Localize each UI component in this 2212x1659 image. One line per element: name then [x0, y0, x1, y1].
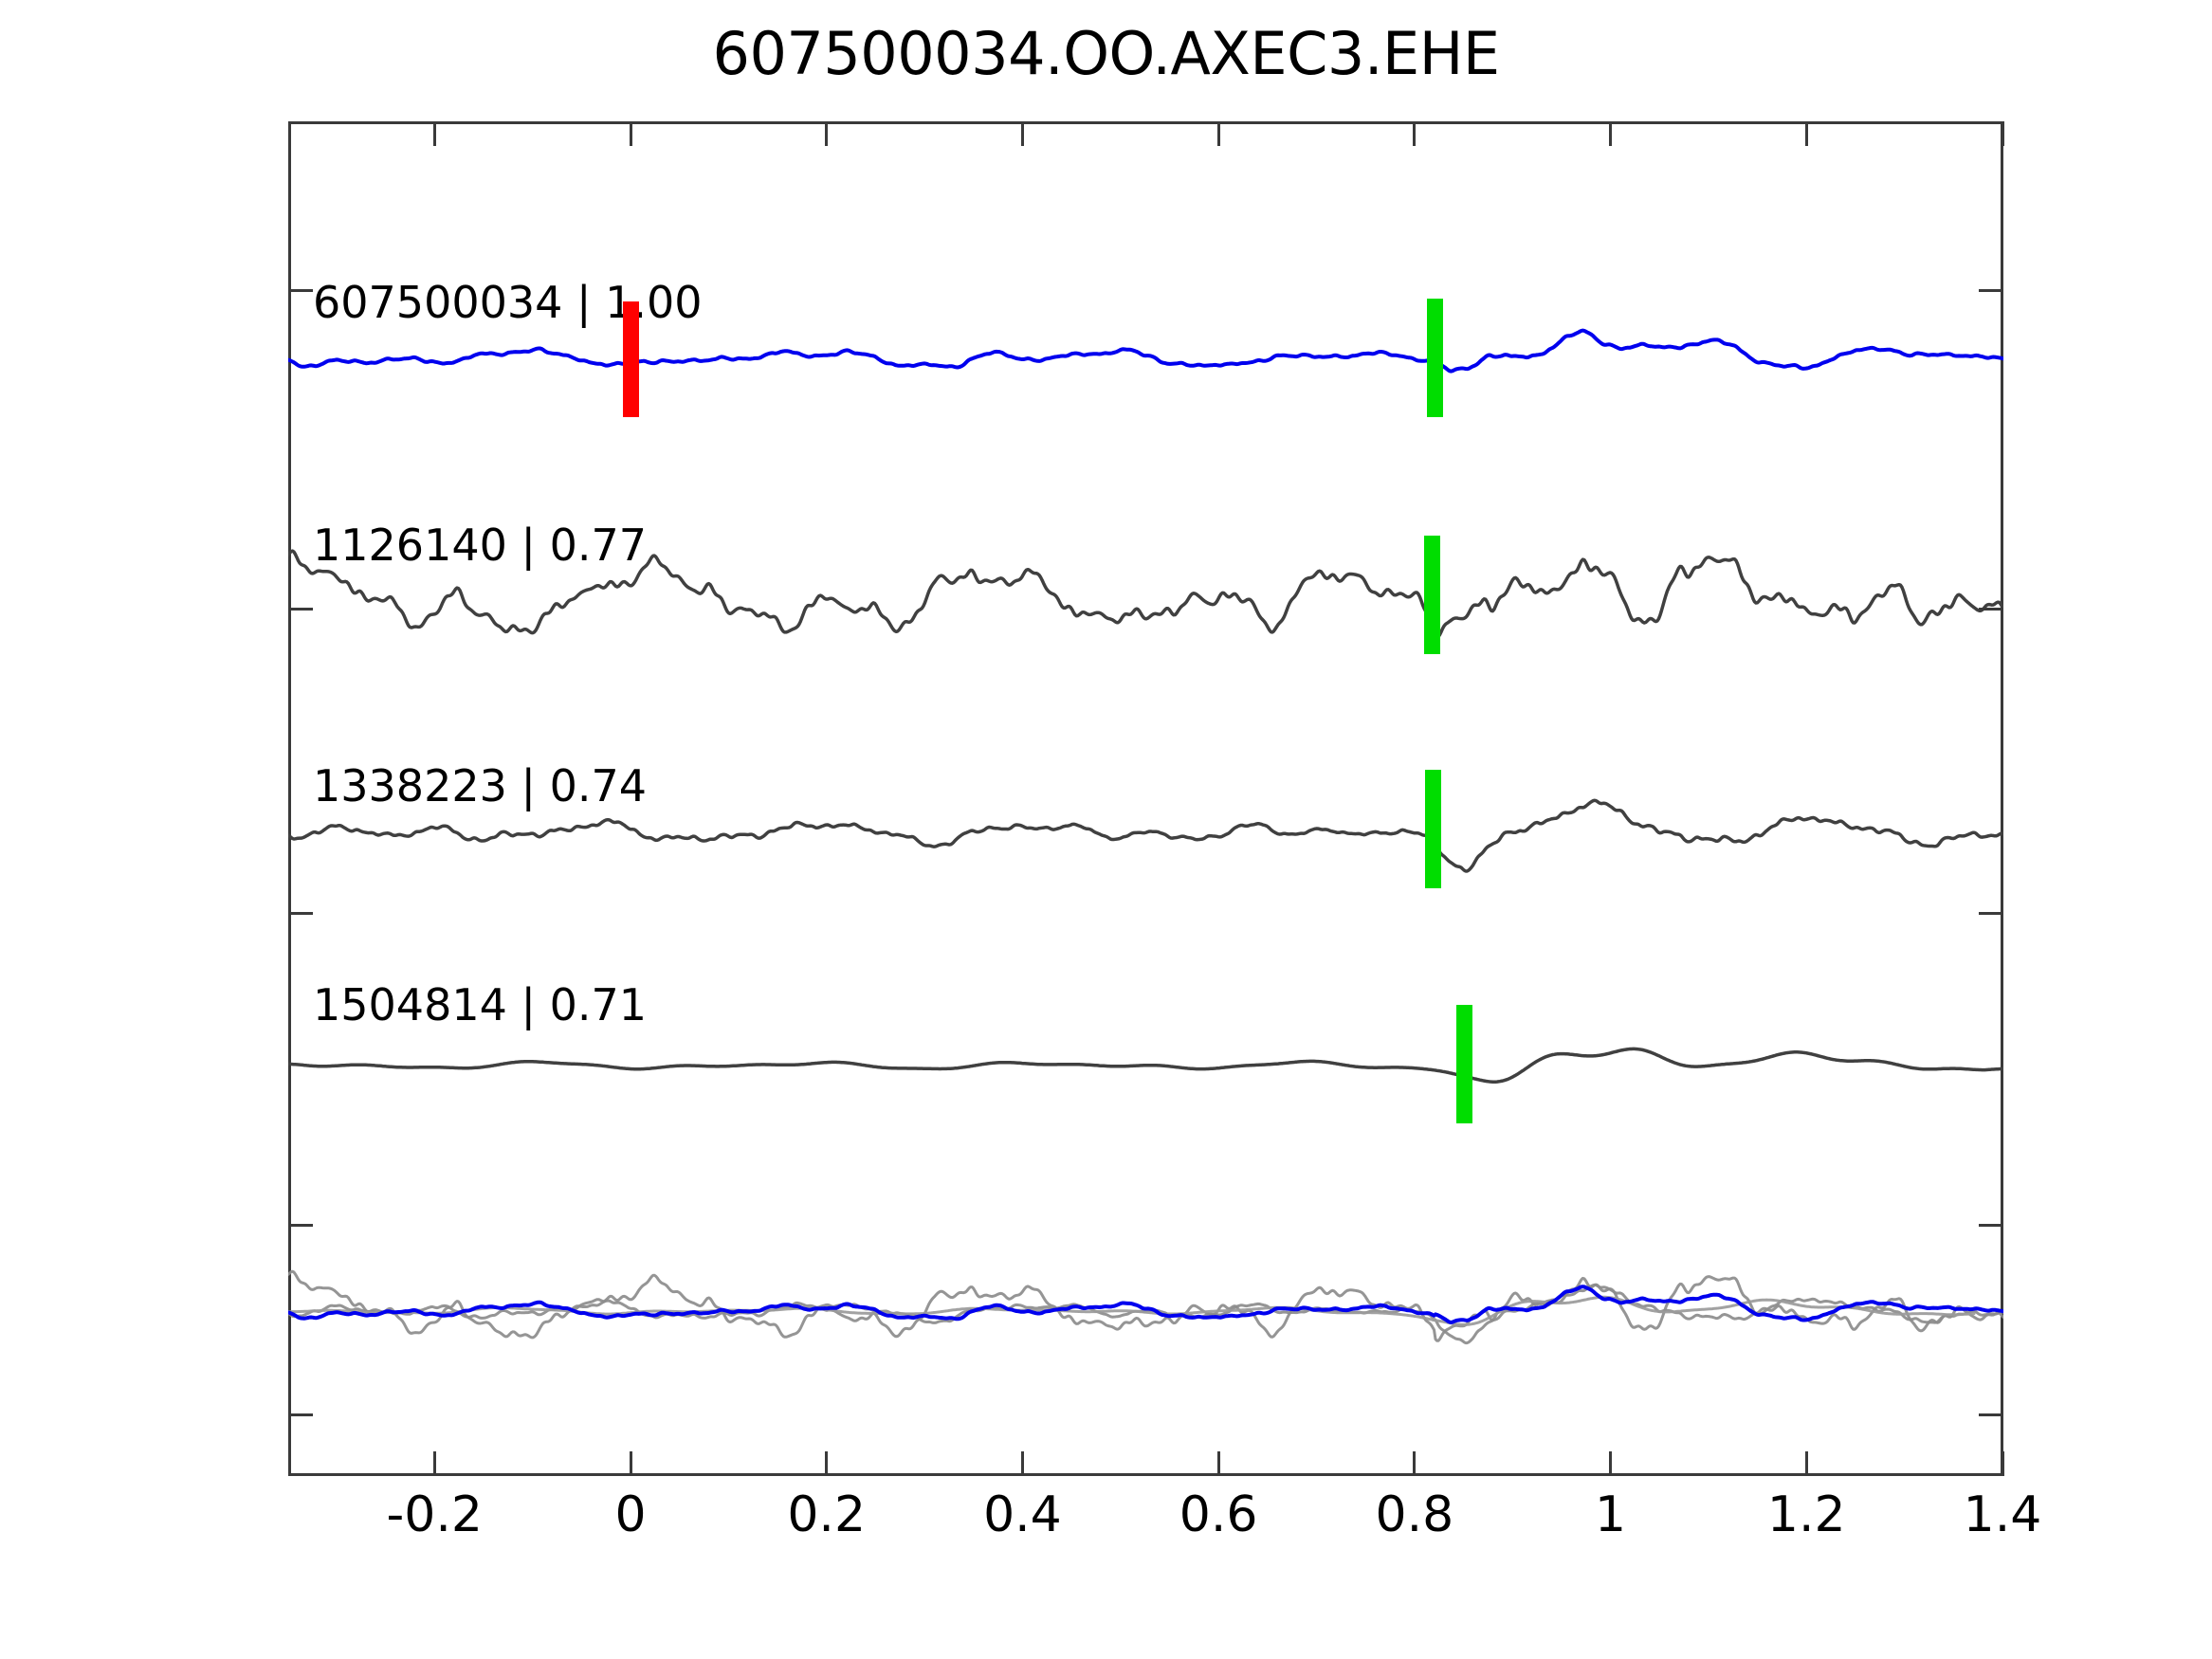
x-tick-bottom-7 — [1804, 1451, 1808, 1476]
y-tick-left-2 — [288, 912, 313, 916]
x-axis-tick-labels: -0.2 0 0.2 0.4 0.6 0.8 1 1.2 1.4 — [288, 1486, 2042, 1562]
x-tick-bottom-3 — [1020, 1451, 1024, 1476]
y-tick-right-2 — [1979, 912, 2003, 916]
overlay-trace-1504814 — [288, 1295, 1976, 1326]
x-tick-label-0: -0.2 — [386, 1486, 484, 1543]
x-tick-bottom-5 — [1413, 1451, 1417, 1476]
x-tick-top-2 — [825, 121, 829, 146]
overlay-trace-1338223 — [288, 1283, 2003, 1345]
x-tick-label-2: 0.2 — [787, 1486, 867, 1543]
x-tick-bottom-0 — [432, 1451, 436, 1476]
x-tick-bottom-1 — [629, 1451, 632, 1476]
x-tick-label-4: 0.6 — [1179, 1486, 1258, 1543]
x-tick-bottom-6 — [1609, 1451, 1613, 1476]
x-tick-label-5: 0.8 — [1375, 1486, 1454, 1543]
detection-pick-marker-607500034 — [1427, 299, 1443, 417]
page-title: 607500034.OO.AXEC3.EHE — [712, 19, 1501, 88]
x-tick-label-3: 0.4 — [983, 1486, 1062, 1543]
x-tick-top-4 — [1216, 121, 1220, 146]
y-tick-right-1 — [1979, 607, 2003, 611]
x-tick-top-3 — [1020, 121, 1024, 146]
detection-pick-marker-1338223 — [1425, 770, 1441, 888]
x-tick-label-8: 1.4 — [1963, 1486, 2042, 1543]
detection-pick-marker-1126140 — [1424, 536, 1440, 654]
origin-pick-marker-607500034 — [623, 301, 639, 417]
waveform-canvas — [288, 328, 2003, 1345]
x-tick-label-1: 0 — [614, 1486, 647, 1543]
x-tick-label-7: 1.2 — [1766, 1486, 1846, 1543]
waveform-trace-607500034 — [288, 328, 2003, 374]
waveform-trace-1504814 — [288, 1047, 2003, 1084]
x-tick-label-6: 1 — [1595, 1486, 1627, 1543]
x-tick-bottom-4 — [1216, 1451, 1220, 1476]
x-tick-top-5 — [1413, 121, 1417, 146]
x-tick-top-0 — [432, 121, 436, 146]
y-tick-right-0 — [1979, 289, 2003, 293]
y-tick-right-3 — [1979, 1224, 2003, 1228]
y-tick-left-3 — [288, 1224, 313, 1228]
x-tick-bottom-8 — [2001, 1451, 2004, 1476]
y-tick-left-4 — [288, 1413, 313, 1417]
waveform-trace-1338223 — [288, 798, 2003, 873]
x-tick-top-8 — [2001, 121, 2004, 146]
axes-frame — [288, 121, 2003, 1476]
y-tick-left-0 — [288, 289, 313, 293]
waveform-trace-1126140 — [288, 549, 2003, 639]
x-tick-top-6 — [1609, 121, 1613, 146]
x-tick-top-1 — [629, 121, 632, 146]
overlay-trace-607500034 — [288, 1285, 2003, 1324]
detection-pick-marker-1504814 — [1456, 1005, 1472, 1123]
x-tick-top-7 — [1804, 121, 1808, 146]
y-tick-left-1 — [288, 607, 313, 611]
y-tick-right-4 — [1979, 1413, 2003, 1417]
plot-axes: 607500034 | 1.00 1126140 | 0.77 1338223 | … — [288, 121, 2004, 1476]
x-tick-bottom-2 — [825, 1451, 829, 1476]
